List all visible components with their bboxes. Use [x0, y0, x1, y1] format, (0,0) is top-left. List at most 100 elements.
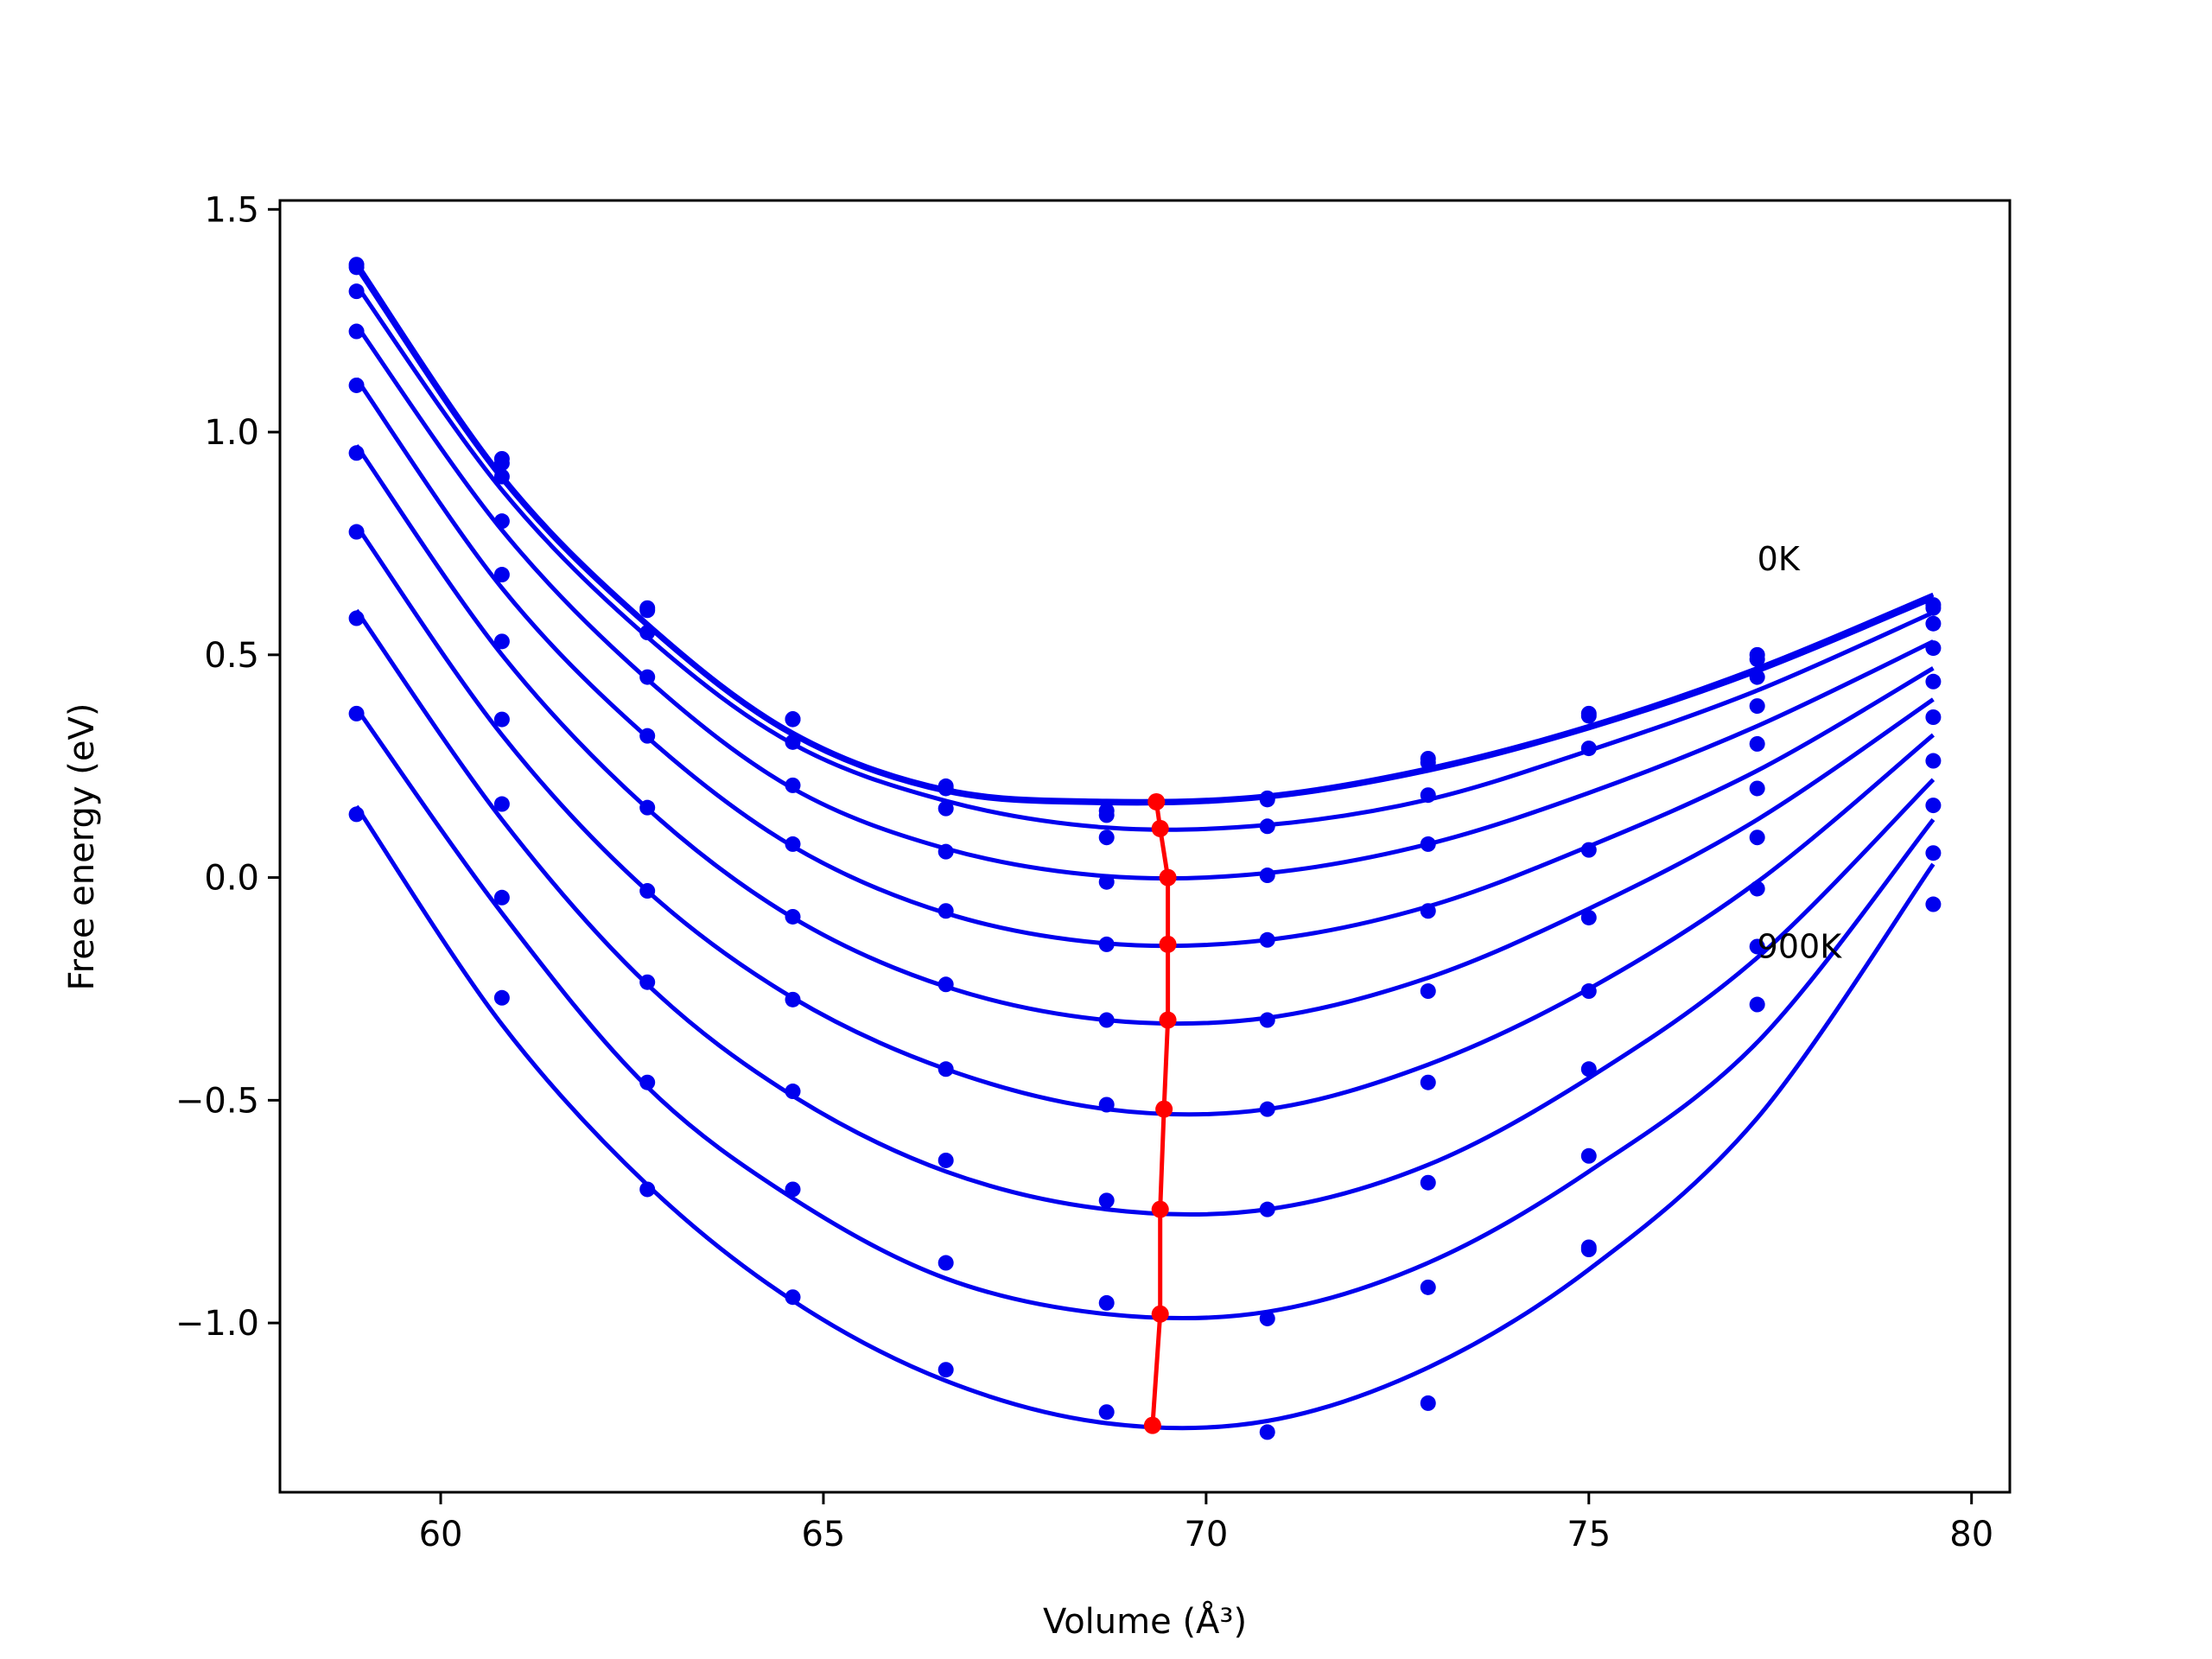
data-point	[938, 976, 954, 993]
x-axis-ticks: 60 65 70 75 80	[419, 1492, 1993, 1554]
plot-frame	[278, 199, 2012, 1494]
y-tick-label: −0.5	[175, 1081, 259, 1121]
y-axis-ticks: 1.5 1.0 0.5 0.0 −0.5 −1.0	[175, 190, 280, 1344]
x-tick-label: 80	[1949, 1515, 1993, 1554]
data-point	[1580, 842, 1597, 858]
data-point	[493, 633, 510, 650]
data-point	[493, 989, 510, 1006]
data-point	[1580, 741, 1597, 757]
data-point	[1098, 807, 1115, 823]
data-point	[1420, 1174, 1436, 1191]
data-point	[1925, 845, 1942, 861]
minimum-point	[1159, 935, 1177, 953]
minimum-point	[1159, 868, 1177, 887]
data-point	[938, 780, 954, 797]
minimum-point	[1151, 819, 1169, 837]
data-point	[639, 1074, 656, 1090]
data-point	[1259, 1101, 1275, 1117]
fit-curve-9	[354, 804, 1936, 1431]
data-point	[785, 991, 801, 1007]
data-point	[1420, 983, 1436, 1000]
data-point	[1925, 640, 1942, 657]
data-point	[639, 669, 656, 685]
data-point	[1098, 1294, 1115, 1311]
data-point	[1420, 1074, 1436, 1090]
x-axis-title: Volume (Å³)	[1043, 1600, 1247, 1642]
y-tick-label: 1.5	[204, 190, 259, 230]
fit-curve-2	[354, 283, 1935, 832]
data-point	[348, 806, 365, 823]
data-point	[493, 796, 510, 812]
fit-curve-3	[354, 323, 1935, 881]
minima-line	[1143, 792, 1177, 1434]
data-point	[493, 711, 510, 728]
annotation-label: 900K	[1758, 927, 1843, 965]
data-point	[493, 513, 510, 530]
data-point	[1749, 938, 1765, 955]
data-points	[348, 257, 1942, 1440]
data-point	[348, 323, 365, 340]
y-tick-label: 0.0	[204, 859, 259, 899]
minimum-point	[1151, 1305, 1169, 1323]
data-point	[785, 836, 801, 852]
data-point	[348, 283, 365, 300]
data-point	[938, 1362, 954, 1378]
data-point	[1098, 830, 1115, 846]
data-point	[938, 843, 954, 860]
data-point	[1259, 818, 1275, 835]
data-point	[1749, 669, 1765, 685]
x-tick-label: 60	[419, 1515, 463, 1554]
data-point	[938, 1061, 954, 1077]
x-tick-label: 75	[1567, 1515, 1611, 1554]
data-point	[1259, 1012, 1275, 1028]
x-tick-label: 65	[801, 1515, 845, 1554]
data-point	[639, 602, 656, 619]
data-point	[1259, 931, 1275, 948]
minimum-point	[1155, 1100, 1173, 1118]
fit-curve-8	[354, 707, 1936, 1321]
minimum-point	[1151, 1200, 1169, 1218]
data-point	[639, 728, 656, 744]
data-point	[1925, 615, 1942, 632]
plot-background	[280, 200, 2010, 1492]
data-point	[639, 974, 656, 990]
data-point	[639, 625, 656, 641]
data-point	[1098, 1096, 1115, 1113]
data-point	[938, 1152, 954, 1168]
data-point	[938, 800, 954, 817]
data-point	[1749, 735, 1765, 752]
data-point	[1580, 909, 1597, 925]
data-point	[348, 445, 365, 461]
fit-curve-7	[354, 608, 1936, 1217]
data-point	[1259, 1310, 1275, 1326]
data-point	[1749, 880, 1765, 897]
data-point	[1098, 1404, 1115, 1421]
data-point	[785, 1289, 801, 1306]
data-point	[348, 377, 365, 393]
data-point	[785, 711, 801, 728]
fit-curve-1	[354, 265, 1935, 806]
data-point	[1098, 874, 1115, 890]
data-point	[1925, 673, 1942, 690]
data-point	[1259, 791, 1275, 808]
minimum-point	[1143, 1416, 1161, 1434]
data-point	[785, 1181, 801, 1198]
data-point	[938, 903, 954, 919]
data-point	[348, 705, 365, 721]
data-point	[1925, 753, 1942, 769]
data-point	[639, 883, 656, 899]
data-point	[1749, 830, 1765, 846]
data-point	[785, 734, 801, 750]
data-point	[1749, 651, 1765, 667]
data-point	[1259, 1424, 1275, 1440]
data-point	[1420, 754, 1436, 771]
minimum-point	[1159, 1011, 1177, 1029]
minimum-point	[1147, 792, 1166, 810]
data-point	[348, 610, 365, 626]
data-point	[1925, 798, 1942, 814]
y-tick-label: 0.5	[204, 636, 259, 676]
data-point	[493, 455, 510, 472]
data-point	[1580, 983, 1597, 1000]
data-point	[639, 799, 656, 816]
y-tick-label: 1.0	[204, 413, 259, 453]
